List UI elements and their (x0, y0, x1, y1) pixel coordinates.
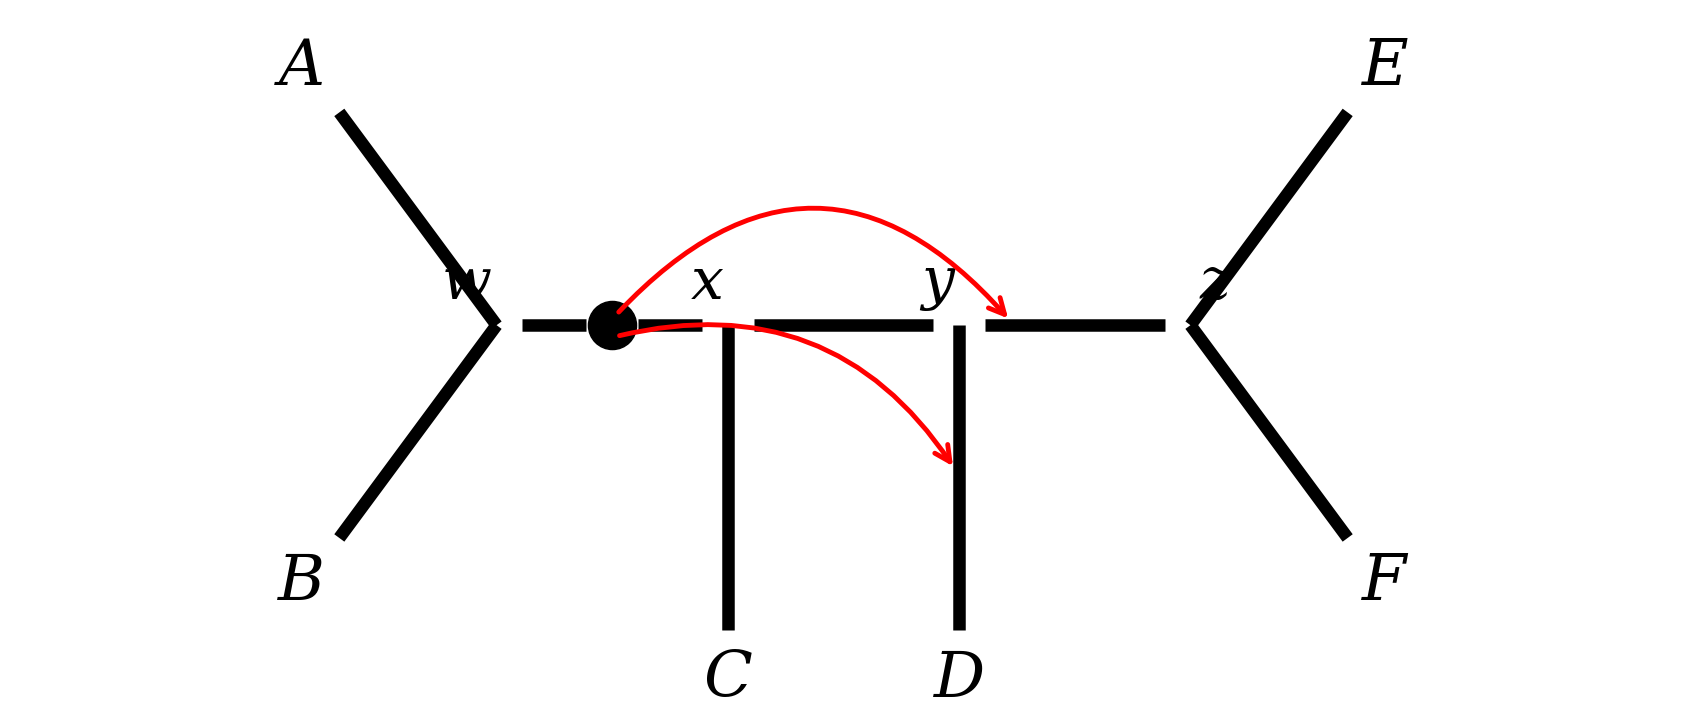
Text: A: A (280, 37, 326, 98)
Text: E: E (1361, 37, 1409, 98)
Text: B: B (278, 552, 326, 614)
Text: C: C (703, 649, 752, 711)
Point (599, 320, 626, 331)
Text: D: D (933, 649, 985, 711)
FancyArrowPatch shape (619, 208, 1004, 315)
Text: x: x (690, 255, 724, 311)
Text: z: z (1199, 255, 1230, 311)
FancyArrowPatch shape (619, 325, 950, 462)
Text: w: w (442, 255, 493, 311)
Text: F: F (1361, 552, 1405, 614)
Text: y: y (921, 255, 955, 311)
